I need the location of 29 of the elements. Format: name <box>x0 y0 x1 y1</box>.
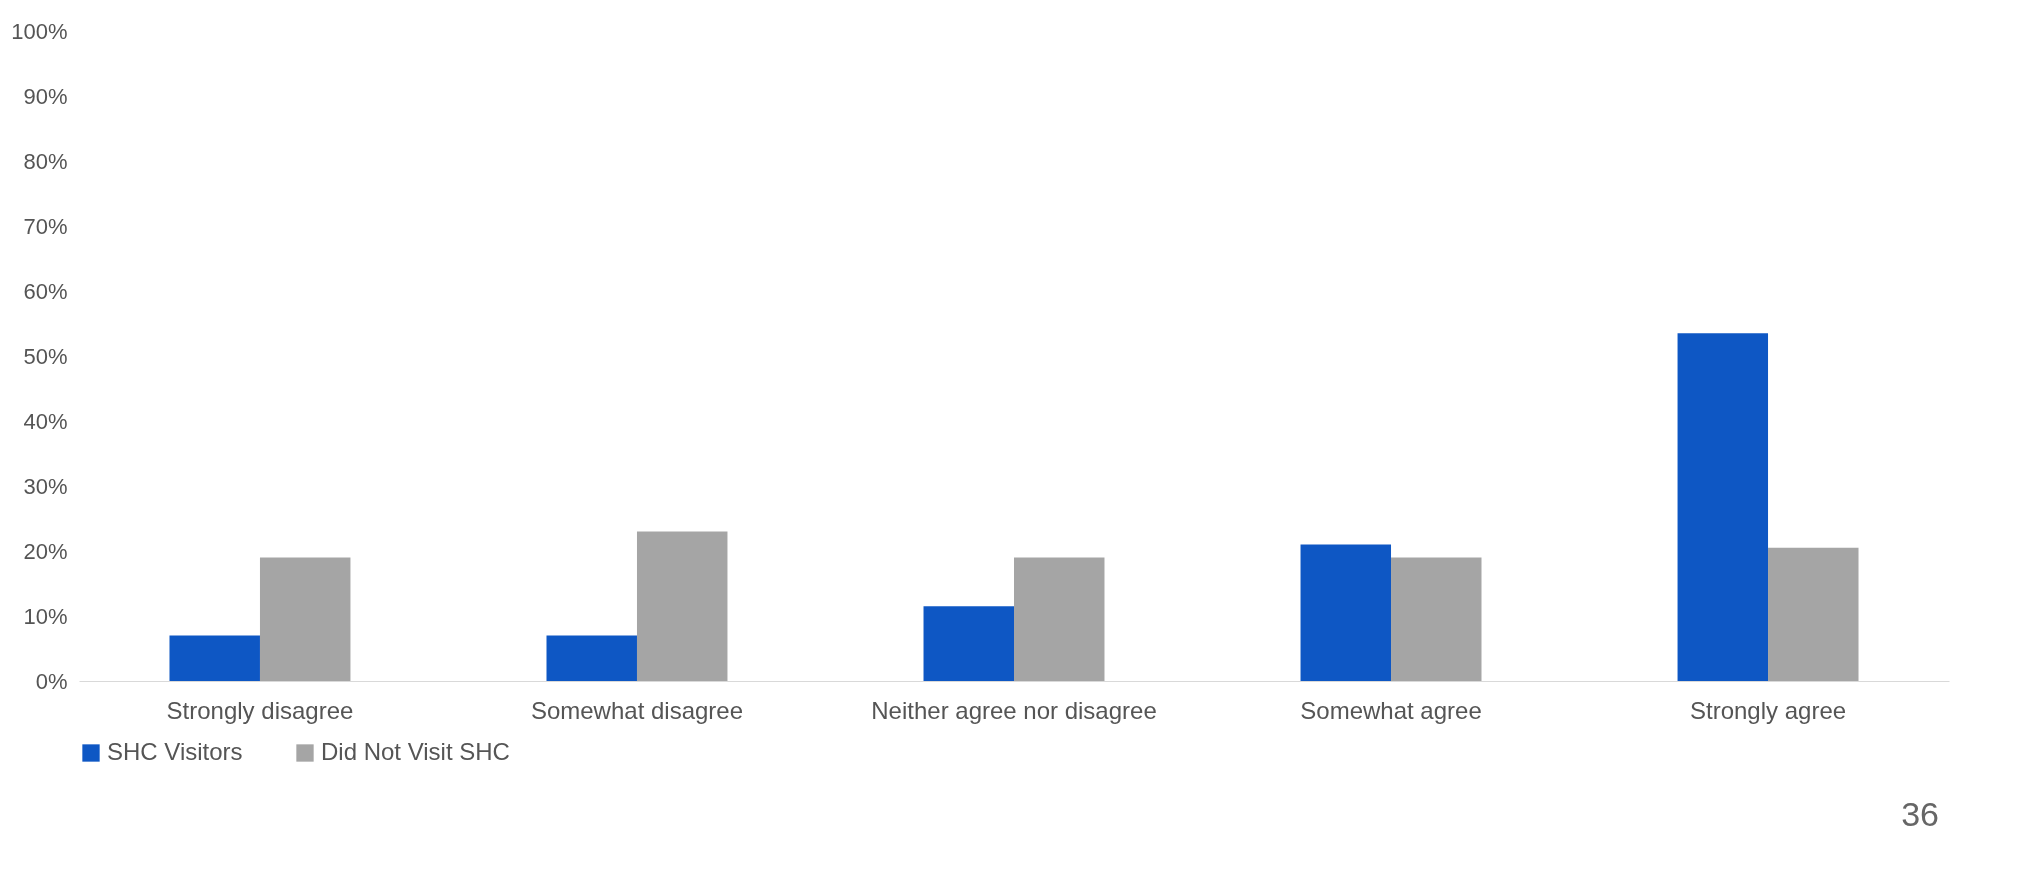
x-tick-label: Somewhat agree <box>1300 696 1482 724</box>
legend-label: SHC Visitors <box>107 738 243 765</box>
bar <box>923 606 1014 681</box>
bar <box>1300 544 1392 681</box>
y-tick-label: 0% <box>35 668 68 694</box>
y-tick-label: 90% <box>23 83 68 109</box>
y-tick-label: 20% <box>23 538 68 564</box>
y-tick-label: 30% <box>23 473 68 499</box>
bar <box>546 635 637 681</box>
y-tick-label: 50% <box>23 343 68 369</box>
y-tick-label: 40% <box>23 408 68 434</box>
bar <box>636 531 728 681</box>
legend-label: Did Not Visit SHC <box>321 738 510 765</box>
text: 36 <box>1901 795 1939 833</box>
bar <box>1391 557 1482 681</box>
bar <box>1677 333 1769 681</box>
y-tick-label: 80% <box>23 148 68 174</box>
bar <box>259 557 351 681</box>
bar <box>1014 557 1105 681</box>
y-tick-label: 60% <box>23 278 68 304</box>
y-tick-label: 10% <box>23 603 68 629</box>
y-tick-label: 70% <box>23 213 68 239</box>
x-tick-label: Strongly agree <box>1689 696 1847 724</box>
x-tick-label: Neither agree nor disagree <box>871 696 1157 724</box>
bar <box>169 635 260 681</box>
x-tick-label: Somewhat disagree <box>530 696 744 724</box>
y-tick-label: 100% <box>11 18 68 44</box>
bar <box>1768 547 1859 681</box>
x-tick-label: Strongly disagree <box>166 696 354 724</box>
